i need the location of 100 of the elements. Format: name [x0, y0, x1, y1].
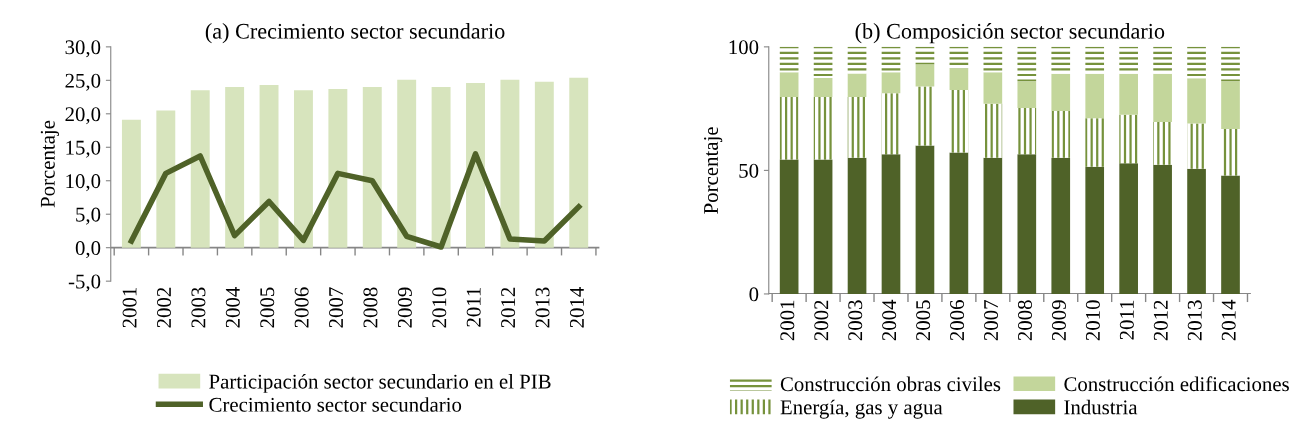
x-tick-label: 2006 — [294, 287, 309, 328]
bar — [362, 87, 382, 248]
bar — [983, 103, 1003, 158]
bar — [466, 83, 485, 248]
y-tick-label: 30,0 — [65, 40, 101, 58]
bar — [225, 87, 245, 248]
bar — [847, 46, 867, 74]
bar — [1119, 114, 1138, 164]
bar — [534, 81, 554, 248]
chart-title: (a) Crecimiento sector secundario — [205, 23, 505, 44]
x-tick-label: 2006 — [950, 300, 965, 341]
bar — [915, 145, 935, 294]
bar — [983, 157, 1003, 294]
bar — [983, 72, 1003, 104]
x-tick-label: 2001 — [122, 287, 137, 328]
bar — [779, 97, 799, 160]
x-tick-label: 2004 — [225, 287, 240, 328]
bar — [813, 159, 833, 294]
y-tick-label: 20,0 — [65, 107, 101, 125]
x-tick-label: 2014 — [569, 287, 584, 328]
bar — [500, 79, 520, 248]
legend-label: Participación sector secundario en el PIB — [209, 373, 551, 393]
legend-label: Energía, gas y agua — [780, 399, 943, 419]
bar — [949, 90, 969, 153]
x-tick-label: 2014 — [1221, 299, 1236, 341]
x-tick-label: 2013 — [535, 287, 550, 328]
x-tick-label: 2002 — [156, 287, 172, 328]
y-tick-label: -5,0 — [68, 274, 101, 292]
bar — [1187, 78, 1206, 124]
bar — [779, 46, 799, 73]
bar — [915, 64, 935, 87]
x-tick-label: 2007 — [984, 300, 999, 341]
bar — [1187, 123, 1206, 169]
bar — [1187, 46, 1206, 79]
y-tick-label: 100 — [729, 40, 759, 55]
y-tick-label: 15,0 — [66, 140, 101, 158]
bar — [1221, 175, 1240, 294]
x-tick-label: 2011 — [1119, 300, 1134, 340]
bar — [949, 68, 969, 91]
x-tick-label: 2001 — [780, 300, 795, 341]
bar — [813, 46, 833, 78]
bar — [915, 46, 935, 65]
bar — [1119, 73, 1138, 115]
bar — [431, 87, 451, 248]
bar — [1085, 46, 1105, 74]
bar — [156, 110, 176, 248]
x-tick-label: 2005 — [916, 300, 931, 341]
bar — [1017, 154, 1037, 294]
bar — [813, 77, 833, 98]
legend-label: Construcción obras civiles — [780, 376, 1001, 392]
bar — [397, 79, 417, 248]
bar — [1153, 73, 1172, 122]
x-tick-label: 2010 — [1085, 300, 1100, 341]
legend-label: Construcción edificaciones — [1064, 376, 1289, 392]
bar — [190, 90, 210, 248]
y-axis-title: Porcentaje — [40, 120, 60, 208]
y-axis-title: Porcentaje — [704, 127, 723, 214]
bar — [1017, 81, 1037, 108]
bar — [1051, 46, 1071, 74]
bar — [881, 154, 901, 294]
x-tick-label: 2012 — [1153, 300, 1168, 341]
bar — [1221, 128, 1240, 176]
bar — [1119, 163, 1138, 294]
x-tick-label: 2003 — [191, 287, 206, 328]
y-tick-label: 10,0 — [66, 174, 101, 192]
x-tick-label: 2004 — [882, 299, 897, 341]
bar — [915, 86, 935, 146]
bar — [1221, 81, 1240, 129]
x-tick-label: 2011 — [466, 287, 481, 327]
bar — [881, 93, 901, 155]
x-tick-label: 2009 — [1051, 300, 1066, 341]
x-tick-label: 2005 — [260, 287, 275, 328]
bar — [949, 46, 969, 69]
bar — [949, 152, 969, 294]
x-tick-label: 2007 — [329, 287, 344, 328]
bar — [1085, 73, 1105, 119]
x-tick-label: 2008 — [363, 287, 378, 328]
x-tick-label: 2008 — [1017, 300, 1033, 341]
y-tick-label: 50 — [739, 163, 759, 178]
legend-label: Industria — [1064, 399, 1138, 415]
bar — [1153, 46, 1172, 74]
bar — [1153, 121, 1172, 165]
bar — [1119, 46, 1138, 74]
x-tick-label: 2012 — [501, 287, 516, 328]
bar — [1085, 118, 1105, 167]
bar — [328, 89, 348, 248]
bar — [881, 46, 901, 73]
x-tick-label: 2009 — [397, 287, 412, 328]
y-tick-label: 5,0 — [76, 207, 101, 225]
bar — [1017, 46, 1037, 82]
bar — [1051, 157, 1071, 294]
x-tick-label: 2003 — [848, 300, 863, 341]
bar — [847, 157, 867, 294]
bar — [983, 46, 1003, 73]
bar — [1187, 168, 1206, 294]
bar — [1051, 111, 1071, 158]
bar — [779, 72, 799, 98]
bar — [847, 97, 867, 158]
bar — [121, 119, 141, 248]
bar — [813, 97, 833, 160]
